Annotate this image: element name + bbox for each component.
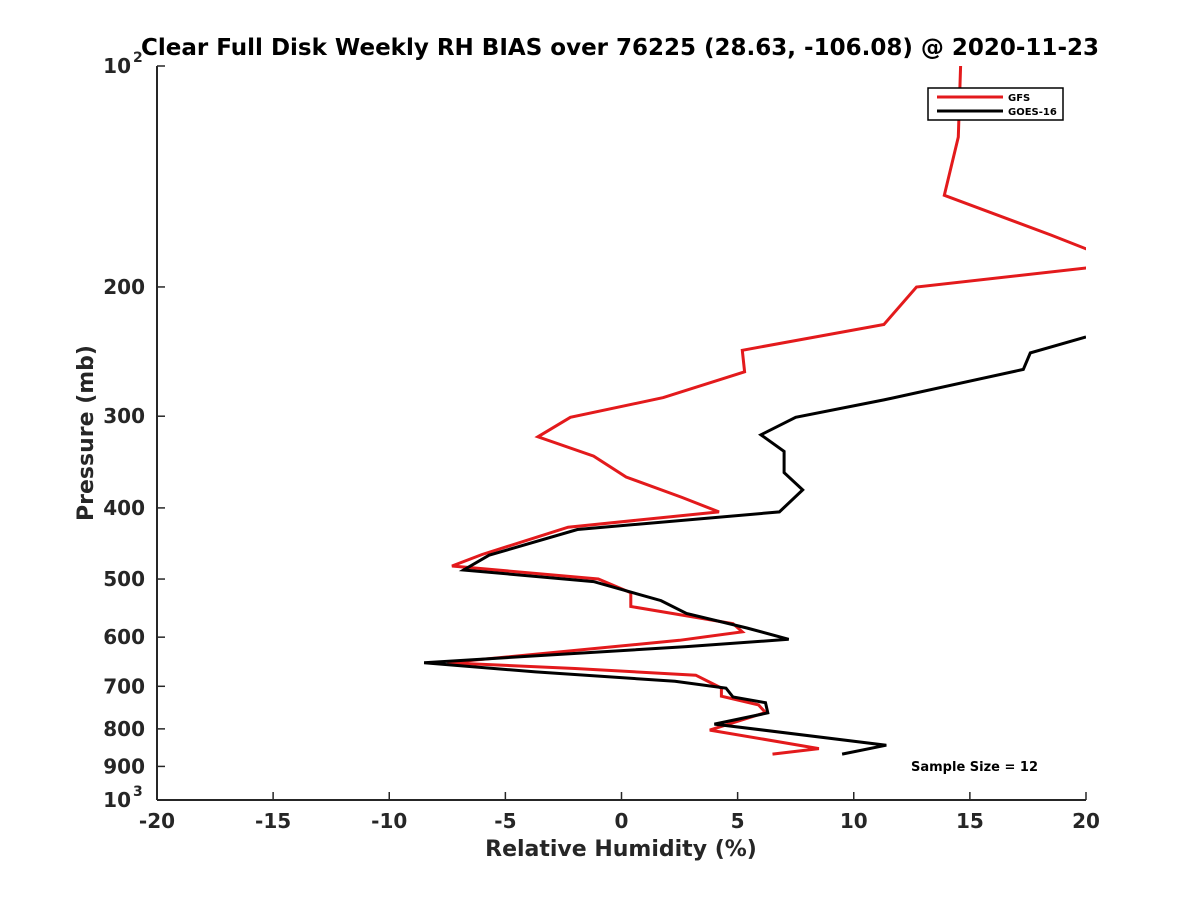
- series-group: [423, 66, 1086, 756]
- y-tick-label: 500: [103, 567, 145, 591]
- x-tick-label: -15: [255, 809, 291, 833]
- series-line-goes-16: [423, 335, 1086, 756]
- y-tick-label: 900: [103, 754, 145, 778]
- axes-group: [156, 66, 1086, 801]
- y-axis-label: Pressure (mb): [74, 345, 99, 521]
- legend-box: [927, 87, 1064, 121]
- y-tick-label: 600: [103, 625, 145, 649]
- y-tick-exponent: 3: [133, 784, 143, 800]
- x-ticks: -20 -15 -10 -5 0 5 10 15 20: [139, 792, 1100, 833]
- legend: GFS GOES-16: [927, 87, 1064, 121]
- x-tick-label: 15: [956, 809, 984, 833]
- sample-size-annotation: Sample Size = 12: [911, 760, 1038, 775]
- series-line-gfs: [447, 66, 1086, 756]
- y-tick-label: 10: [103, 54, 131, 78]
- y-tick-label: 300: [103, 404, 145, 428]
- legend-label-goes-16: GOES-16: [1008, 107, 1057, 118]
- legend-label-gfs: GFS: [1008, 93, 1030, 104]
- x-tick-label: -10: [371, 809, 407, 833]
- y-tick-label: 700: [103, 674, 145, 698]
- x-tick-label: -20: [139, 809, 175, 833]
- y-tick-label: 400: [103, 496, 145, 520]
- y-tick-label: 200: [103, 275, 145, 299]
- y-tick-label: 800: [103, 717, 145, 741]
- y-tick-exponent: 2: [133, 50, 143, 66]
- x-tick-label: 10: [840, 809, 868, 833]
- x-axis-label: Relative Humidity (%): [485, 837, 757, 862]
- chart-title: Clear Full Disk Weekly RH BIAS over 7622…: [141, 35, 1099, 61]
- x-tick-label: 5: [731, 809, 745, 833]
- x-tick-label: -5: [494, 809, 516, 833]
- x-tick-label: 0: [615, 809, 629, 833]
- x-tick-label: 20: [1072, 809, 1100, 833]
- y-tick-label: 10: [103, 788, 131, 812]
